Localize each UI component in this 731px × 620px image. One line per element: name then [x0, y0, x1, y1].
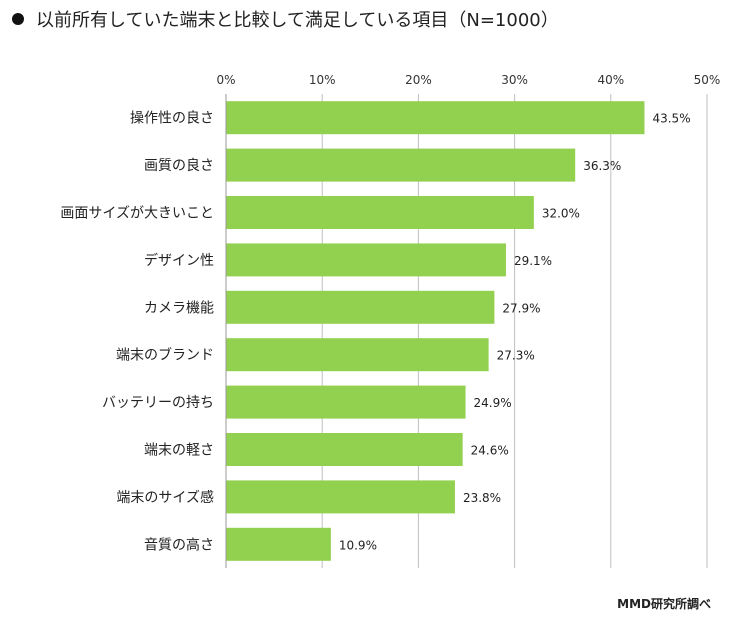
x-tick-label: 20% [405, 73, 432, 87]
bar [226, 101, 645, 135]
value-label: 43.5% [652, 112, 690, 126]
bar [226, 385, 466, 419]
category-label: デザイン性 [144, 252, 214, 269]
x-tick-label: 30% [501, 73, 528, 87]
source-note: MMD研究所調べ [617, 597, 711, 611]
value-label: 10.9% [339, 538, 377, 552]
category-label: 端末の軽さ [144, 443, 214, 459]
category-label: 音質の高さ [144, 536, 214, 553]
bar [226, 527, 331, 561]
value-label: 27.3% [497, 349, 535, 363]
value-label: 27.9% [502, 301, 540, 315]
category-label: 端末のブランド [116, 347, 214, 364]
bar [226, 243, 506, 277]
category-label: バッテリーの持ち [102, 395, 214, 411]
bar [226, 338, 489, 372]
bar [226, 148, 576, 182]
value-label: 32.0% [542, 207, 580, 221]
value-label: 23.8% [463, 491, 501, 505]
bullet-icon [12, 13, 24, 25]
value-label: 29.1% [514, 254, 552, 268]
x-tick-label: 40% [597, 73, 624, 87]
x-tick-label: 50% [694, 73, 721, 87]
category-label: 端末のサイズ感 [116, 489, 214, 506]
value-label: 36.3% [583, 159, 621, 173]
chart-title-row: 以前所有していた端末と比較して満足している項目（N=1000） [12, 6, 559, 32]
value-label: 24.6% [471, 444, 509, 458]
category-label: カメラ機能 [144, 300, 214, 316]
x-tick-label: 10% [309, 73, 336, 87]
bar [226, 290, 495, 324]
bar [226, 433, 463, 466]
category-label: 操作性の良さ [130, 111, 214, 127]
bar [226, 480, 455, 514]
bar [226, 196, 534, 229]
chart-title: 以前所有していた端末と比較して満足している項目（N=1000） [36, 10, 559, 31]
x-tick-label: 0% [216, 73, 235, 87]
value-label: 24.9% [474, 396, 512, 410]
category-label: 画面サイズが大きいこと [60, 206, 214, 222]
category-label: 画質の良さ [144, 158, 214, 174]
